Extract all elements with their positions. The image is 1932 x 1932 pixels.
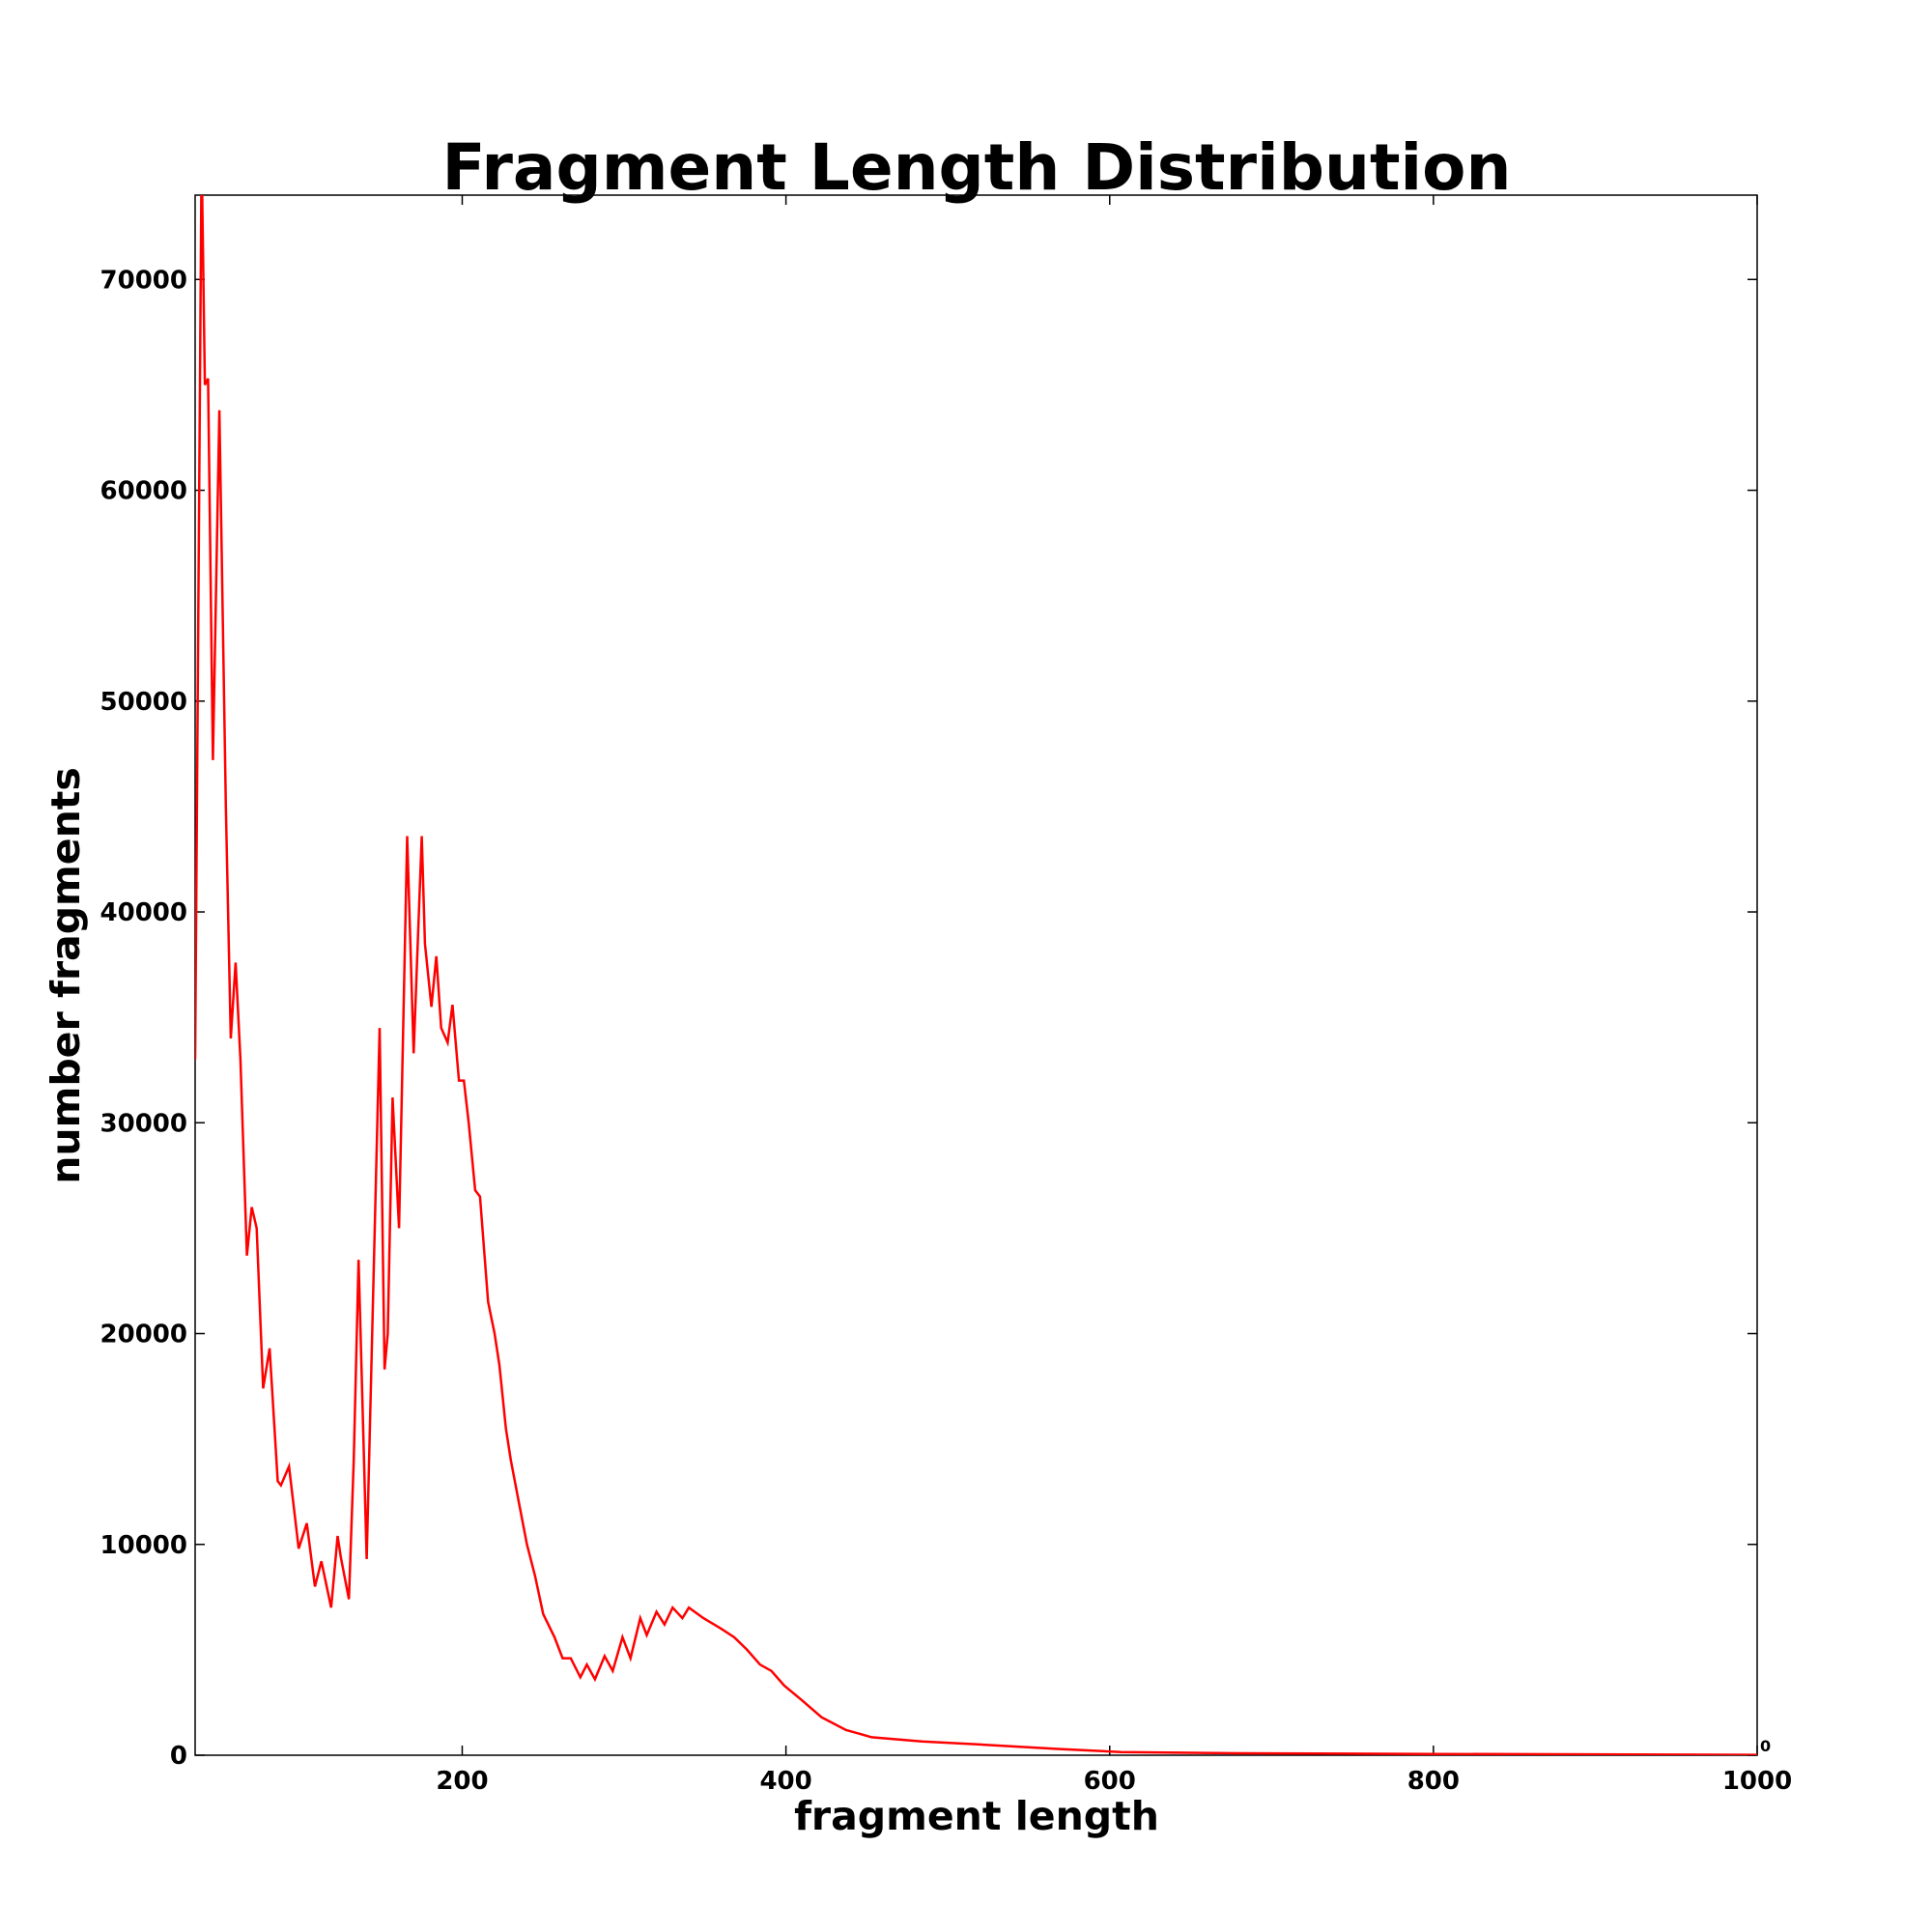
y-tick-label: 0: [170, 1742, 187, 1771]
chart-title: Fragment Length Distribution: [442, 130, 1512, 205]
x-tick-label: 1000: [1722, 1767, 1792, 1796]
x-tick-label: 800: [1407, 1767, 1460, 1796]
y-tick-label: 30000: [100, 1109, 187, 1138]
plot-frame: [194, 194, 1758, 1756]
y-tick-label: 70000: [100, 266, 187, 295]
x-tick-label: 600: [1084, 1767, 1136, 1796]
y-tick-label: 20000: [100, 1321, 187, 1350]
y-axis-label: number fragments: [43, 767, 89, 1184]
y-tick-label: 10000: [100, 1531, 187, 1560]
y-tick-label: 40000: [100, 898, 187, 927]
x-tick-label: 400: [759, 1767, 811, 1796]
data-line: [195, 195, 1757, 1755]
y-tick-label: 60000: [100, 477, 187, 506]
annotation: 0: [1760, 1737, 1771, 1755]
y-tick-label: 50000: [100, 688, 187, 717]
x-tick-label: 200: [436, 1767, 488, 1796]
x-axis-label: fragment length: [794, 1793, 1159, 1839]
